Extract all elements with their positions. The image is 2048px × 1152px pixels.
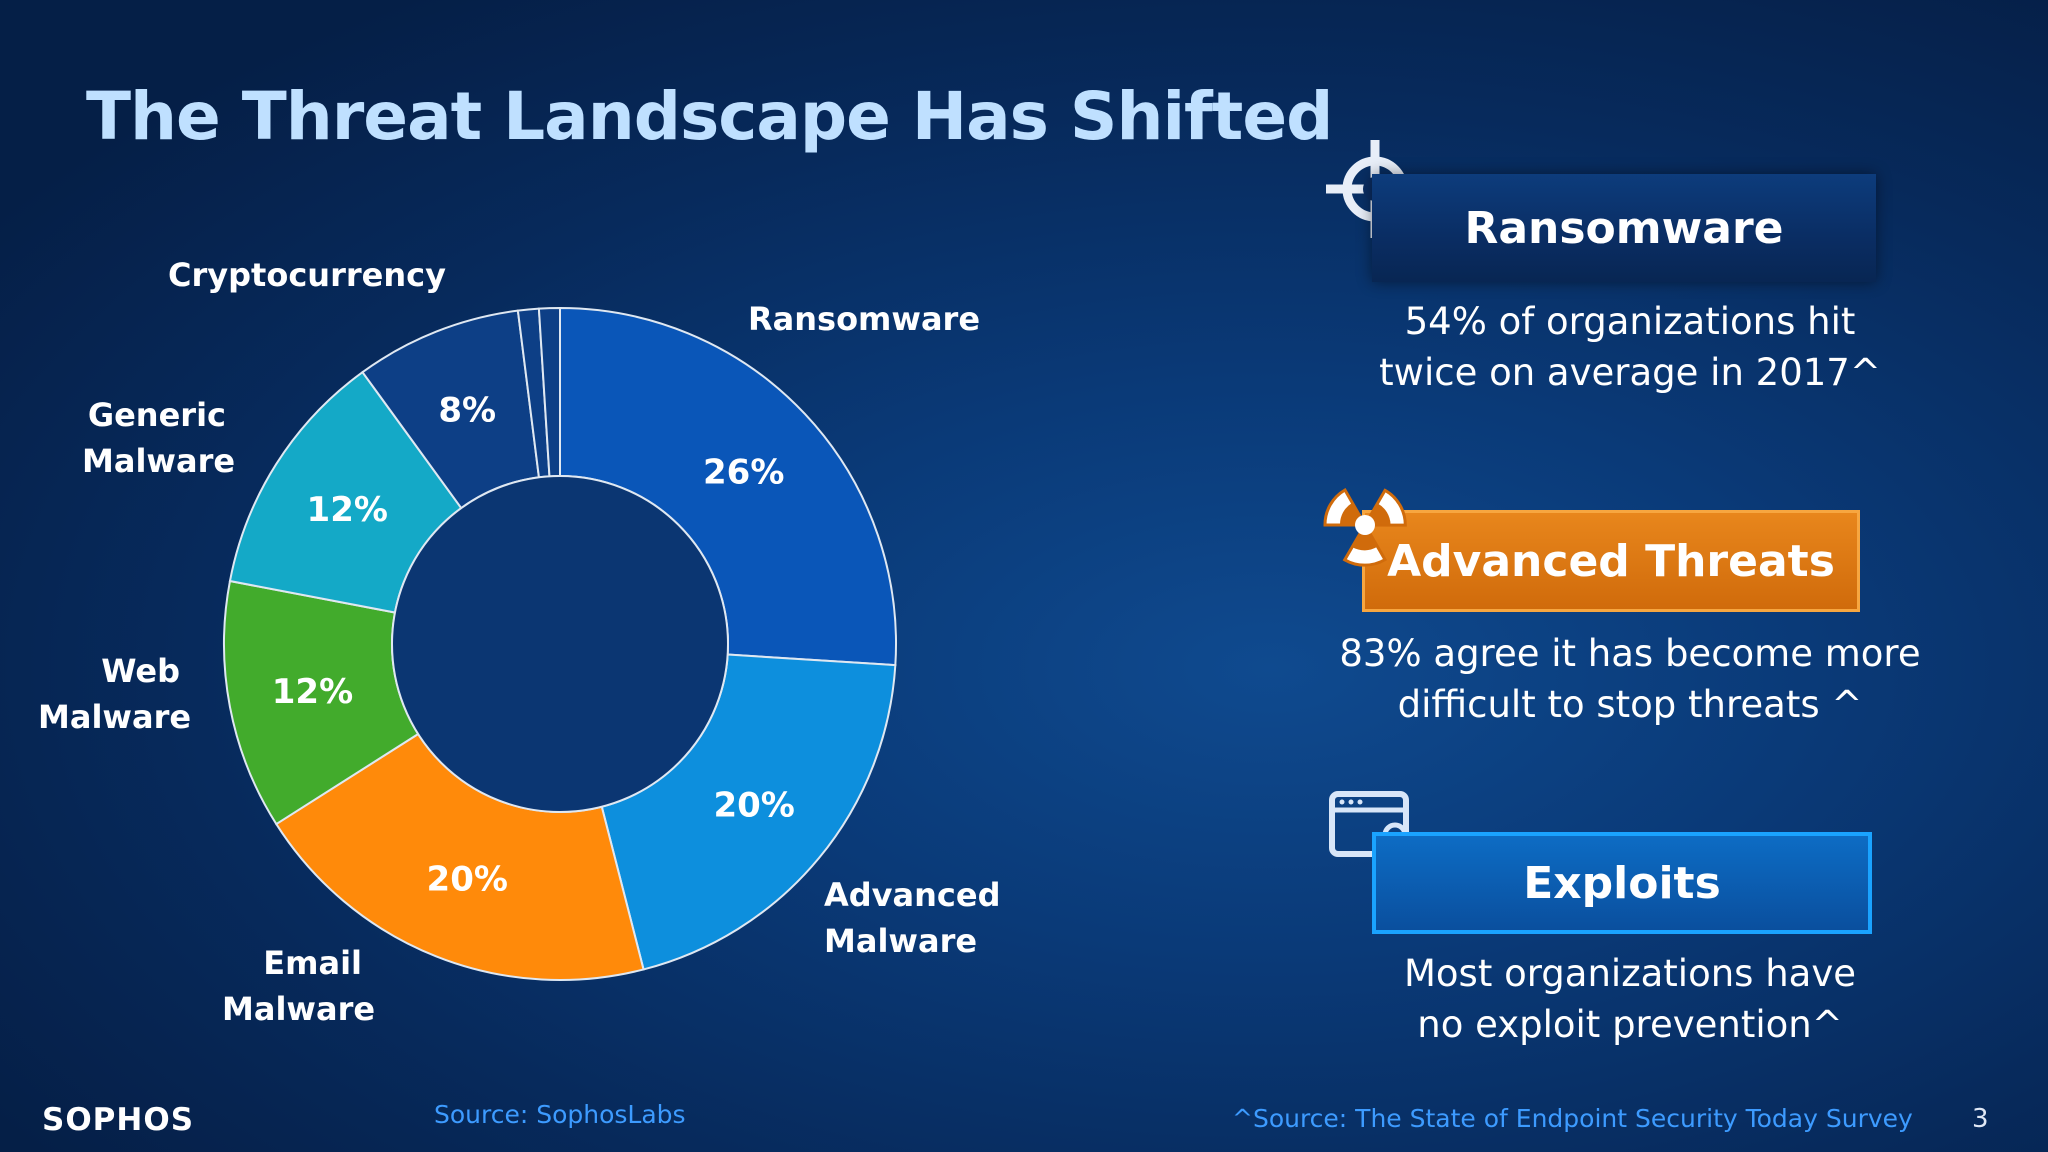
source-sophoslabs: Source: SophosLabs <box>434 1100 686 1129</box>
radiation-icon <box>1323 487 1407 567</box>
label-email-malware: Email Malware <box>222 944 376 1028</box>
exploits-banner: Exploits <box>1372 832 1872 934</box>
label-generic-malware: Generic Malware <box>82 396 236 480</box>
label-cryptocurrency: Cryptocurrency <box>168 256 446 294</box>
donut-data-label: 12% <box>307 490 388 530</box>
donut-data-label: 8% <box>438 391 496 431</box>
source-survey: ^Source: The State of Endpoint Security … <box>1232 1104 1913 1133</box>
exploits-description: Most organizations have no exploit preve… <box>1404 952 1856 1046</box>
advanced-threats-banner: Advanced Threats <box>1362 510 1860 612</box>
donut-data-label: 20% <box>427 859 508 899</box>
sophos-logo: SOPHOS <box>42 1102 195 1138</box>
advanced-threats-description: 83% agree it has become more difficult t… <box>1339 632 1921 726</box>
page-number: 3 <box>1972 1104 1989 1134</box>
ransomware-banner: Ransomware <box>1372 174 1876 282</box>
donut-hole <box>391 475 729 813</box>
donut-data-label: 20% <box>713 786 794 826</box>
donut-slices <box>223 306 897 981</box>
label-advanced-malware: Advanced Malware <box>824 876 1001 960</box>
label-web-malware: Web Malware <box>38 652 192 736</box>
slide-title: The Threat Landscape Has Shifted <box>86 78 1333 155</box>
label-ransomware: Ransomware <box>748 300 981 338</box>
donut-data-label: 26% <box>703 452 784 492</box>
ransomware-description: 54% of organizations hit twice on averag… <box>1379 300 1881 394</box>
donut-data-label: 12% <box>272 672 353 712</box>
donut-data-labels: 26% 20% 20% 12% 12% 8% <box>272 391 795 900</box>
